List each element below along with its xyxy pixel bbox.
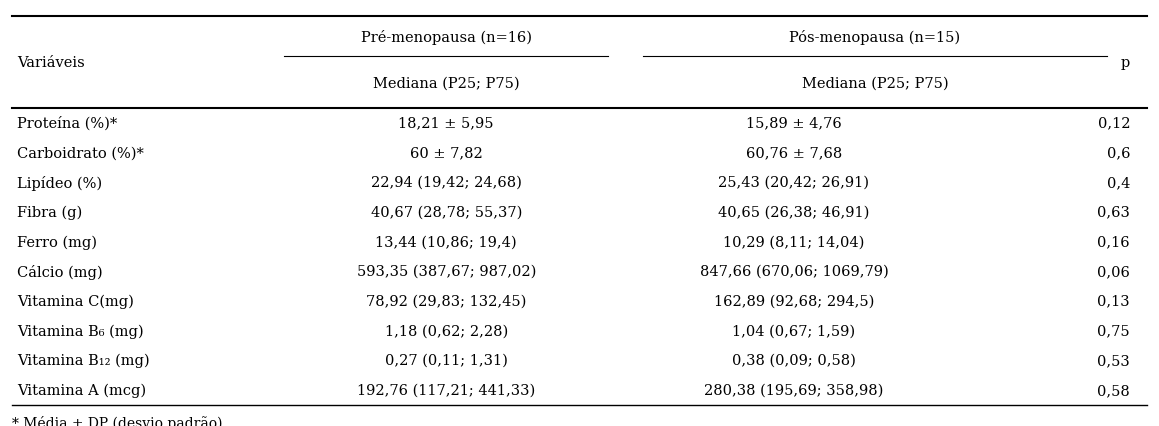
Text: Pré-menopausa (n=16): Pré-menopausa (n=16) xyxy=(360,30,532,45)
Text: * Média ± DP (desvio padrão): * Média ± DP (desvio padrão) xyxy=(12,415,223,426)
Text: 25,43 (20,42; 26,91): 25,43 (20,42; 26,91) xyxy=(719,176,869,190)
Text: 1,18 (0,62; 2,28): 1,18 (0,62; 2,28) xyxy=(385,324,508,338)
Text: Fibra (g): Fibra (g) xyxy=(17,205,82,219)
Text: 0,12: 0,12 xyxy=(1098,116,1130,130)
Text: 192,76 (117,21; 441,33): 192,76 (117,21; 441,33) xyxy=(357,383,535,397)
Text: 1,04 (0,67; 1,59): 1,04 (0,67; 1,59) xyxy=(732,324,855,338)
Text: 0,4: 0,4 xyxy=(1107,176,1130,190)
Text: Lipídeo (%): Lipídeo (%) xyxy=(17,175,102,190)
Text: Mediana (P25; P75): Mediana (P25; P75) xyxy=(373,77,519,91)
Text: 162,89 (92,68; 294,5): 162,89 (92,68; 294,5) xyxy=(714,294,874,308)
Text: 0,16: 0,16 xyxy=(1098,235,1130,249)
Text: 60,76 ± 7,68: 60,76 ± 7,68 xyxy=(745,146,843,160)
Text: Cálcio (mg): Cálcio (mg) xyxy=(17,264,103,279)
Text: 0,58: 0,58 xyxy=(1098,383,1130,397)
Text: 78,92 (29,83; 132,45): 78,92 (29,83; 132,45) xyxy=(366,294,526,308)
Text: p: p xyxy=(1121,56,1130,70)
Text: 0,53: 0,53 xyxy=(1098,353,1130,367)
Text: 280,38 (195,69; 358,98): 280,38 (195,69; 358,98) xyxy=(705,383,883,397)
Text: Vitamina C(mg): Vitamina C(mg) xyxy=(17,294,134,308)
Text: Ferro (mg): Ferro (mg) xyxy=(17,235,97,249)
Text: Carboidrato (%)*: Carboidrato (%)* xyxy=(17,146,144,160)
Text: 60 ± 7,82: 60 ± 7,82 xyxy=(410,146,482,160)
Text: 593,35 (387,67; 987,02): 593,35 (387,67; 987,02) xyxy=(357,265,535,279)
Text: Vitamina B₆ (mg): Vitamina B₆ (mg) xyxy=(17,323,144,338)
Text: Proteína (%)*: Proteína (%)* xyxy=(17,116,117,131)
Text: Vitamina B₁₂ (mg): Vitamina B₁₂ (mg) xyxy=(17,353,150,368)
Text: Pós-menopausa (n=15): Pós-menopausa (n=15) xyxy=(789,30,961,45)
Text: 18,21 ± 5,95: 18,21 ± 5,95 xyxy=(399,116,494,130)
Text: Variáveis: Variáveis xyxy=(17,56,85,70)
Text: 0,06: 0,06 xyxy=(1098,265,1130,279)
Text: 0,38 (0,09; 0,58): 0,38 (0,09; 0,58) xyxy=(732,353,855,367)
Text: 0,75: 0,75 xyxy=(1098,324,1130,338)
Text: 847,66 (670,06; 1069,79): 847,66 (670,06; 1069,79) xyxy=(700,265,888,279)
Text: 40,67 (28,78; 55,37): 40,67 (28,78; 55,37) xyxy=(371,205,522,219)
Text: 0,13: 0,13 xyxy=(1098,294,1130,308)
Text: Vitamina A (mcg): Vitamina A (mcg) xyxy=(17,383,146,397)
Text: 0,6: 0,6 xyxy=(1107,146,1130,160)
Text: 0,27 (0,11; 1,31): 0,27 (0,11; 1,31) xyxy=(385,353,508,367)
Text: 22,94 (19,42; 24,68): 22,94 (19,42; 24,68) xyxy=(371,176,522,190)
Text: 10,29 (8,11; 14,04): 10,29 (8,11; 14,04) xyxy=(723,235,865,249)
Text: 0,63: 0,63 xyxy=(1098,205,1130,219)
Text: 15,89 ± 4,76: 15,89 ± 4,76 xyxy=(746,116,841,130)
Text: 40,65 (26,38; 46,91): 40,65 (26,38; 46,91) xyxy=(719,205,869,219)
Text: Mediana (P25; P75): Mediana (P25; P75) xyxy=(802,77,948,91)
Text: 13,44 (10,86; 19,4): 13,44 (10,86; 19,4) xyxy=(376,235,517,249)
